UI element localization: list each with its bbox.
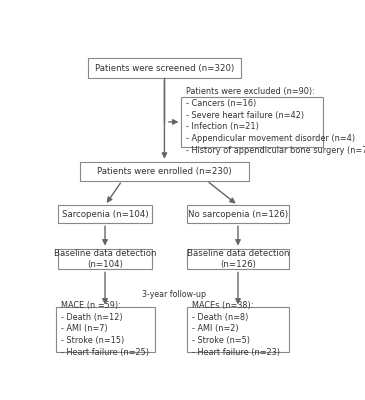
Text: MACEs (n=38):
- Death (n=8)
- AMI (n=2)
- Stroke (n=5)
- Heart failure (n=23): MACEs (n=38): - Death (n=8) - AMI (n=2) … (192, 301, 280, 357)
FancyBboxPatch shape (58, 205, 152, 223)
FancyBboxPatch shape (88, 58, 241, 78)
Text: Baseline data detection
(n=104): Baseline data detection (n=104) (54, 249, 156, 269)
Text: Sarcopenia (n=104): Sarcopenia (n=104) (62, 210, 148, 219)
Text: Baseline data detection
(n=126): Baseline data detection (n=126) (187, 249, 289, 269)
Text: No sarcopenia (n=126): No sarcopenia (n=126) (188, 210, 288, 219)
FancyBboxPatch shape (80, 162, 249, 181)
Text: 3-year follow-up: 3-year follow-up (142, 290, 206, 299)
Text: MACE (n =59):
- Death (n=12)
- AMI (n=7)
- Stroke (n=15)
- Heart failure (n=25): MACE (n =59): - Death (n=12) - AMI (n=7)… (61, 301, 149, 357)
FancyBboxPatch shape (187, 205, 289, 223)
FancyBboxPatch shape (187, 248, 289, 270)
Text: Patients were screened (n=320): Patients were screened (n=320) (95, 64, 234, 72)
FancyBboxPatch shape (58, 248, 152, 270)
Text: Patients were enrolled (n=230): Patients were enrolled (n=230) (97, 167, 232, 176)
Text: Patients were excluded (n=90):
- Cancers (n=16)
- Severe heart failure (n=42)
- : Patients were excluded (n=90): - Cancers… (187, 87, 365, 155)
FancyBboxPatch shape (181, 96, 323, 147)
FancyBboxPatch shape (55, 308, 154, 352)
FancyBboxPatch shape (187, 308, 289, 352)
